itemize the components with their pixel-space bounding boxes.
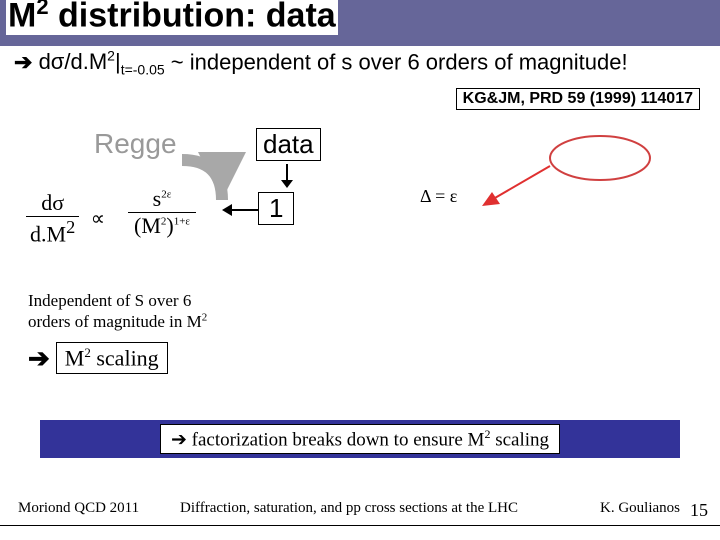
frac-den: d.M2 (26, 217, 79, 247)
subtitle-formula: dσ/d.M2|t=-0.05 (39, 49, 165, 74)
data-label: data (256, 128, 321, 161)
propto-symbol: ∝ (91, 206, 105, 231)
left-arrow-icon (220, 200, 262, 220)
regge-label: Regge (94, 128, 177, 160)
m2-scaling-row: ➔ M2 scaling (28, 342, 168, 374)
frac2-den: (M2)1+ε (128, 213, 196, 239)
footer-right: K. Goulianos (600, 500, 680, 517)
bottom-bar-text: ➔ factorization breaks down to ensure M2… (160, 424, 560, 454)
subtitle-rest: ~ independent of s over 6 orders of magn… (165, 49, 628, 74)
title-bar: M2 distribution: data (0, 0, 720, 46)
arrow-icon: ➔ (14, 49, 32, 74)
footer-center: Diffraction, saturation, and pp cross se… (180, 500, 518, 517)
delta-equation: Δ = ε (420, 186, 457, 207)
independent-text: Independent of S over 6orders of magnitu… (28, 290, 207, 333)
footer-page: 15 (690, 500, 708, 521)
footer-left: Moriond QCD 2011 (18, 500, 139, 517)
down-arrow-icon (275, 162, 299, 192)
fraction-left: dσ d.M2 ∝ (26, 190, 111, 247)
footer-divider (0, 525, 720, 526)
frac-num: dσ (26, 190, 79, 217)
frac2-num: s2ε (128, 186, 196, 213)
page-title: M2 distribution: data (6, 0, 338, 35)
arrow-icon: ➔ (28, 343, 50, 374)
subtitle: ➔ dσ/d.M2|t=-0.05 ~ independent of s ove… (14, 48, 628, 78)
m2-scaling-box: M2 scaling (56, 342, 168, 374)
one-box: 1 (258, 192, 294, 225)
fraction-right: s2ε (M2)1+ε (128, 186, 196, 239)
reference-box: KG&JM, PRD 59 (1999) 114017 (456, 88, 700, 110)
bottom-bar: ➔ factorization breaks down to ensure M2… (40, 420, 680, 458)
callout-arrow-icon (480, 160, 560, 220)
